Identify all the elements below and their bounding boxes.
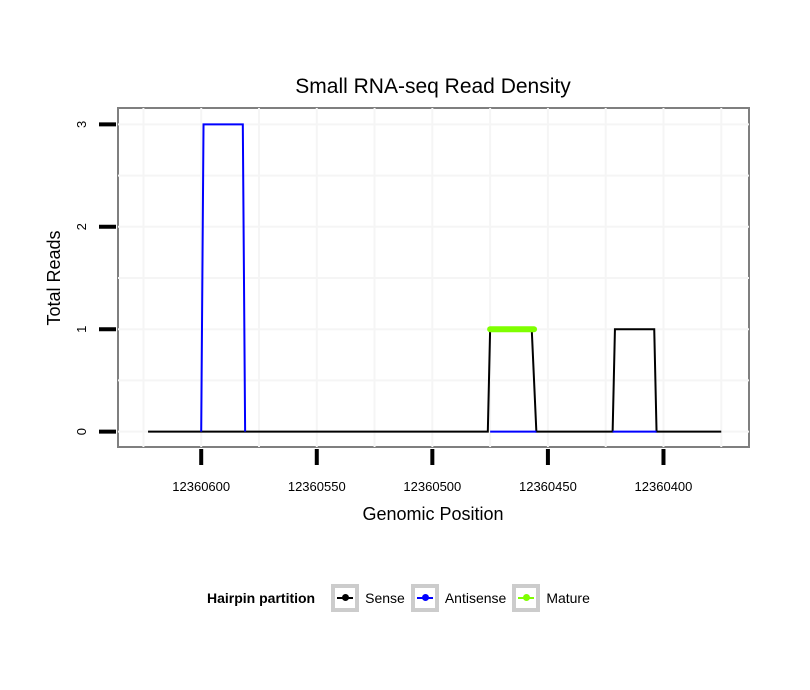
y-tick-label: 2 <box>74 223 89 230</box>
legend-key-antisense <box>410 584 439 612</box>
y-tick-label: 1 <box>74 326 89 333</box>
legend-label-sense: Sense <box>365 590 405 606</box>
x-axis-label: Genomic Position <box>362 504 503 524</box>
chart-title: Small RNA-seq Read Density <box>295 75 571 98</box>
y-tick-label: 0 <box>74 428 89 435</box>
legend-label-antisense: Antisense <box>444 590 507 606</box>
series-line-antisense <box>200 123 247 432</box>
legend-key-mature <box>512 584 541 612</box>
legend-key-sense <box>331 584 360 612</box>
x-tick-label: 12360450 <box>519 479 577 494</box>
y-tick-label: 3 <box>74 121 89 128</box>
x-tick-label: 12360500 <box>403 479 461 494</box>
legend-label-mature: Mature <box>546 590 590 606</box>
legend: Hairpin partition Sense Antisense Mature <box>207 584 596 612</box>
x-tick-label: 12360400 <box>635 479 693 494</box>
series-line-sense <box>148 328 722 433</box>
y-axis-label: Total Reads <box>44 230 64 325</box>
x-tick-label: 12360550 <box>288 479 346 494</box>
x-tick-label: 12360600 <box>172 479 230 494</box>
legend-title: Hairpin partition <box>207 590 316 606</box>
